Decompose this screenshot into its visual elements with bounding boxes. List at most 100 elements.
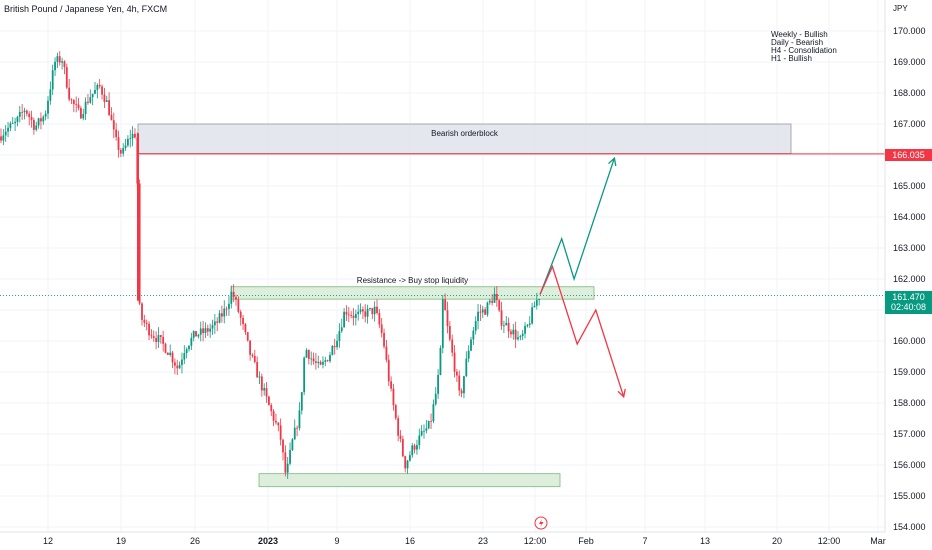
candle-body xyxy=(477,311,479,322)
candle-body xyxy=(195,331,197,337)
levels xyxy=(0,153,885,296)
candle-body xyxy=(110,114,113,121)
candle-body xyxy=(152,336,155,339)
candle-body xyxy=(230,291,233,304)
candle-body xyxy=(4,131,7,136)
candle-body xyxy=(463,376,465,394)
candle-body xyxy=(11,123,14,124)
candle-body xyxy=(124,145,127,149)
candle-body xyxy=(51,70,54,90)
candle-body xyxy=(28,113,31,118)
candle-body xyxy=(519,336,522,338)
candle-body xyxy=(127,138,129,146)
candle-body xyxy=(190,337,193,346)
candle-body xyxy=(7,127,9,132)
candle-body xyxy=(286,463,289,473)
candle-body xyxy=(503,325,505,327)
candle-body xyxy=(268,396,270,406)
candle-body xyxy=(315,361,317,363)
candle-body xyxy=(397,418,400,436)
candle-body xyxy=(68,87,71,100)
x-tick-label: 12 xyxy=(43,536,53,546)
x-tick-label: Mar xyxy=(870,536,886,546)
candle-body xyxy=(94,89,96,94)
candle-body xyxy=(486,302,489,315)
grid xyxy=(0,0,885,532)
candle-body xyxy=(465,358,468,377)
candle-body xyxy=(84,101,87,115)
candle-body xyxy=(221,313,223,317)
candle-body xyxy=(30,117,33,121)
candle-body xyxy=(42,116,45,122)
note-h1: H1 - Bullish xyxy=(771,54,812,63)
candle-body xyxy=(263,388,266,391)
candle-body xyxy=(199,328,202,335)
flash-icon[interactable] xyxy=(534,516,548,530)
candle-body xyxy=(258,376,261,378)
candle-body xyxy=(378,313,381,325)
note-h4: H4 - Consolidation xyxy=(771,46,837,55)
candle-body xyxy=(169,352,172,355)
bearish-orderblock xyxy=(137,123,792,154)
y-tick-label: 167.000 xyxy=(893,119,926,129)
candle-body xyxy=(244,324,247,333)
candle-body xyxy=(484,309,486,315)
projections xyxy=(539,156,626,399)
candle-body xyxy=(91,93,94,98)
resistance-zone xyxy=(230,286,595,300)
candle-body xyxy=(284,452,287,473)
candle-body xyxy=(437,375,439,394)
bearish-path-arrowhead xyxy=(617,388,626,399)
candle-body xyxy=(293,427,296,440)
candle-body xyxy=(115,129,118,138)
candle-body xyxy=(155,338,157,342)
candle-body xyxy=(427,420,430,429)
candle-body xyxy=(37,118,40,126)
x-tick-label: 12:00 xyxy=(524,536,547,546)
candle-body xyxy=(61,61,63,63)
candle-body xyxy=(249,340,251,355)
y-tick-label: 170.000 xyxy=(893,26,926,36)
candle-body xyxy=(44,113,47,117)
candle-body xyxy=(505,322,508,326)
candle-body xyxy=(500,310,503,326)
candle-body xyxy=(507,322,510,332)
candle-body xyxy=(531,307,533,324)
candle-body xyxy=(352,315,355,318)
candle-body xyxy=(16,116,19,122)
candle-body xyxy=(289,449,291,464)
candle-body xyxy=(56,56,59,62)
candle-body xyxy=(265,388,268,397)
candle-body xyxy=(75,104,78,105)
candle-body xyxy=(307,350,310,359)
candle-body xyxy=(246,332,249,341)
candle-body xyxy=(371,307,374,315)
candle-body xyxy=(256,361,259,378)
candle-body xyxy=(420,431,423,436)
y-tick-label: 159.000 xyxy=(893,367,926,377)
candle-body xyxy=(171,352,174,363)
bias-notes: Weekly - Bullish Daily - Bearish H4 - Co… xyxy=(771,31,837,63)
candle-body xyxy=(108,100,110,115)
candle-body xyxy=(409,455,411,461)
candle-body xyxy=(343,311,345,328)
candle-body xyxy=(87,101,89,103)
candle-body xyxy=(129,138,132,140)
candle-body xyxy=(423,430,425,432)
candle-body xyxy=(279,425,282,440)
candle-body xyxy=(312,358,315,362)
y-tick-label: 156.000 xyxy=(893,460,926,470)
candle-body xyxy=(49,89,52,101)
y-tick-label: 169.000 xyxy=(893,57,926,67)
candle-body xyxy=(535,299,538,306)
candle-body xyxy=(512,329,515,335)
candle-body xyxy=(174,362,176,366)
zones: Bearish orderblock Resistance -> Buy stop… xyxy=(137,123,792,488)
y-tick-label: 165.000 xyxy=(893,181,926,191)
candle-body xyxy=(310,358,313,360)
candle-body xyxy=(406,460,409,469)
candle-body xyxy=(275,420,277,423)
candle-body xyxy=(441,299,444,349)
candle-body xyxy=(270,405,273,412)
